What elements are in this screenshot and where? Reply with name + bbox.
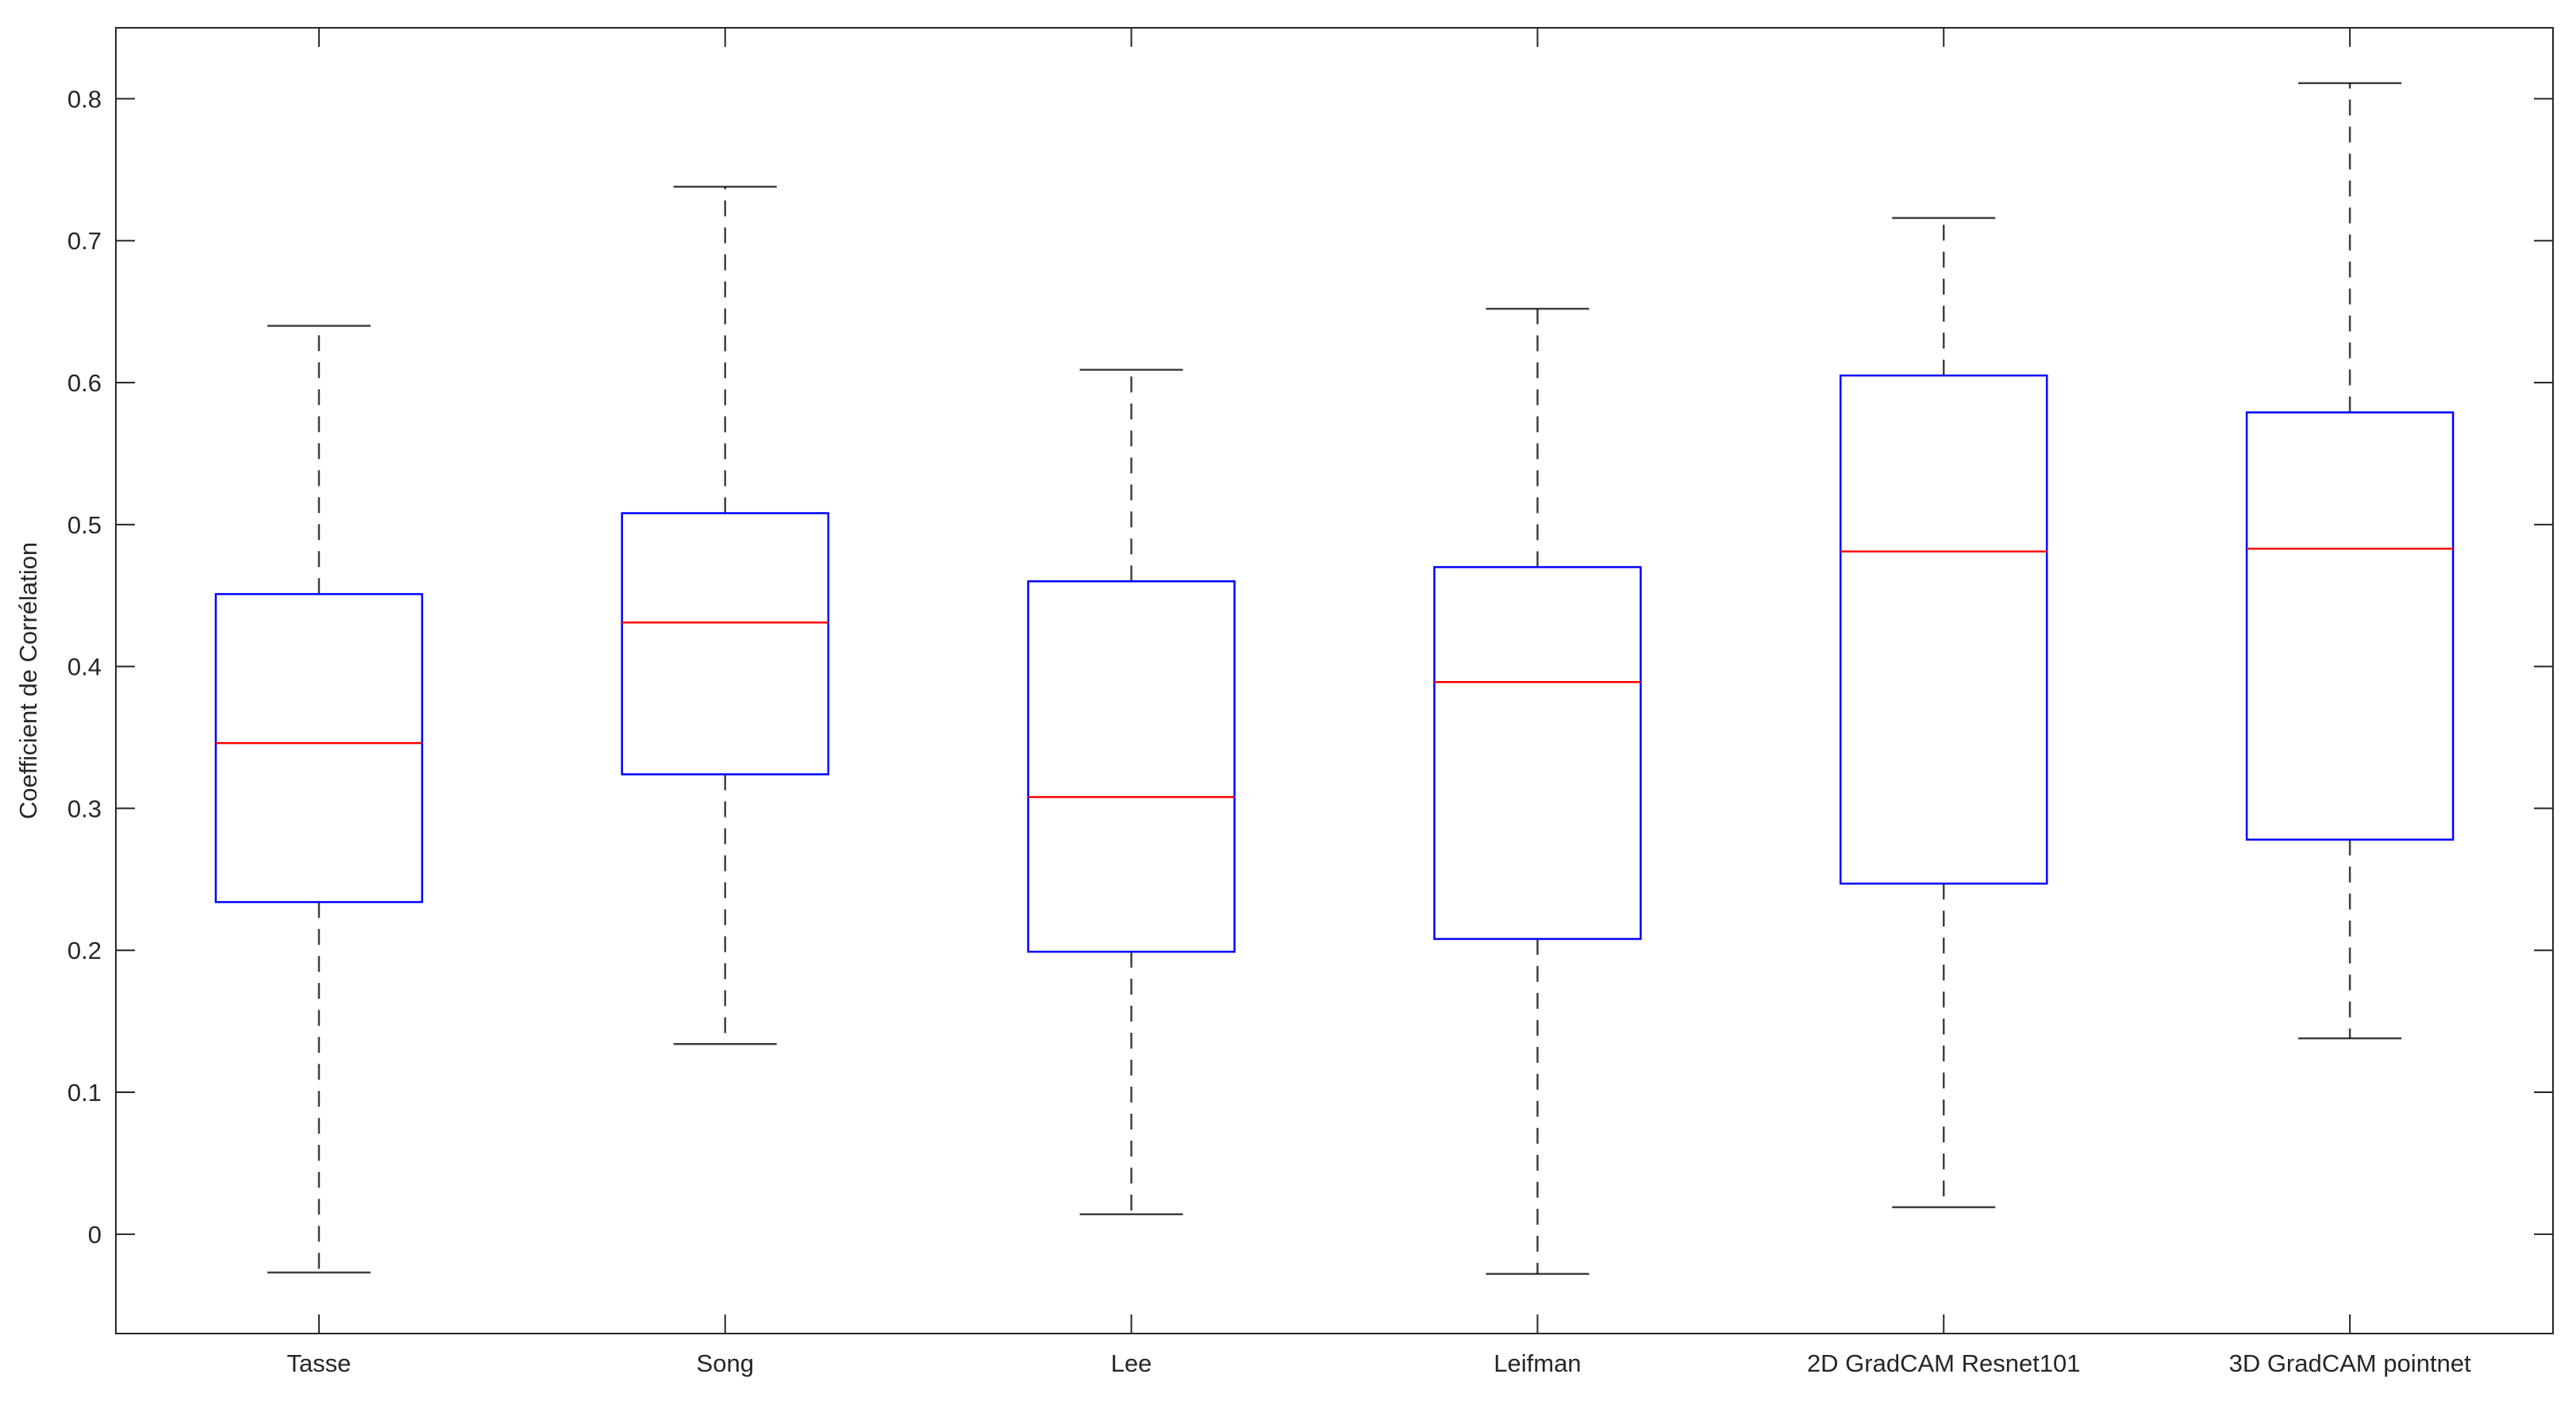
box-group [1027, 368, 1236, 1216]
iqr-box [2245, 411, 2455, 841]
box-group [2245, 82, 2455, 1040]
iqr-box [1027, 580, 1236, 953]
y-axis: 0 0.1 0.2 0.3 0.4 0.5 0.6 0.7 0.8 [67, 85, 2553, 1249]
x-tick-label: 3D GradCAM pointnet [2229, 1349, 2471, 1377]
y-axis-title: Coefficient de Corrélation [14, 542, 42, 819]
iqr-box [621, 512, 829, 776]
x-tick-label: Song [697, 1349, 754, 1377]
iqr-box [1433, 566, 1642, 941]
y-tick-label: 0.1 [67, 1079, 102, 1107]
boxes [214, 82, 2455, 1276]
x-tick-label: Lee [1111, 1349, 1152, 1377]
y-tick-label: 0.6 [67, 369, 102, 397]
y-tick-label: 0.2 [67, 937, 102, 964]
iqr-box [1840, 374, 2048, 885]
box-group [621, 186, 829, 1045]
x-tick-label: Leifman [1494, 1349, 1581, 1377]
y-tick-label: 0.8 [67, 85, 102, 113]
box-group [1433, 307, 1642, 1276]
y-tick-label: 0.4 [67, 653, 102, 681]
y-tick-label: 0 [88, 1221, 102, 1249]
y-tick-label: 0.3 [67, 795, 102, 822]
x-tick-label: Tasse [286, 1349, 351, 1377]
x-axis: Tasse Song Lee Leifman 2D GradCAM Resnet101 3… [286, 28, 2471, 1377]
y-tick-label: 0.5 [67, 511, 102, 539]
iqr-box [214, 593, 424, 903]
box-group [214, 325, 424, 1274]
x-tick-label: 2D GradCAM Resnet101 [1807, 1349, 2081, 1377]
box-group [1840, 217, 2048, 1209]
plot-frame [115, 27, 2554, 1334]
y-tick-label: 0.7 [67, 227, 102, 255]
axes-frame [115, 27, 2554, 1334]
